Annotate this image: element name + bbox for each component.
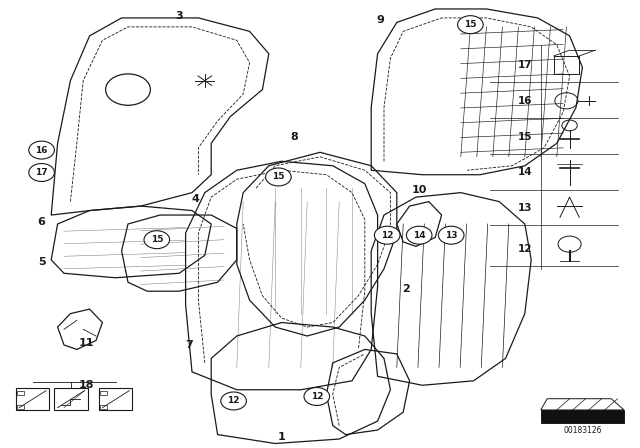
Circle shape xyxy=(144,231,170,249)
Text: 2: 2 xyxy=(403,284,410,294)
Text: 17: 17 xyxy=(518,60,532,70)
Text: 14: 14 xyxy=(518,168,532,177)
Text: 8: 8 xyxy=(291,132,298,142)
Text: 6: 6 xyxy=(38,217,45,227)
Text: 00183126: 00183126 xyxy=(563,426,602,435)
Text: 15: 15 xyxy=(464,20,477,29)
Text: 17: 17 xyxy=(35,168,48,177)
Text: 14: 14 xyxy=(413,231,426,240)
Text: 7: 7 xyxy=(185,340,193,350)
Text: 15: 15 xyxy=(150,235,163,244)
Circle shape xyxy=(29,141,54,159)
Text: 5: 5 xyxy=(38,257,45,267)
Text: 11: 11 xyxy=(79,338,94,348)
Text: 16: 16 xyxy=(35,146,48,155)
Text: 18: 18 xyxy=(79,380,94,390)
Circle shape xyxy=(374,226,400,244)
Circle shape xyxy=(221,392,246,410)
Text: 13: 13 xyxy=(445,231,458,240)
Text: 12: 12 xyxy=(310,392,323,401)
Text: 10: 10 xyxy=(412,185,427,195)
Circle shape xyxy=(29,164,54,181)
Circle shape xyxy=(266,168,291,186)
Circle shape xyxy=(304,388,330,405)
Circle shape xyxy=(458,16,483,34)
Circle shape xyxy=(438,226,464,244)
Polygon shape xyxy=(541,410,624,423)
Text: 12: 12 xyxy=(381,231,394,240)
Text: 15: 15 xyxy=(272,172,285,181)
Text: 4: 4 xyxy=(191,194,199,204)
Circle shape xyxy=(406,226,432,244)
Text: 12: 12 xyxy=(518,244,532,254)
Text: 3: 3 xyxy=(175,11,183,21)
Text: 15: 15 xyxy=(518,132,532,142)
Text: 9: 9 xyxy=(377,15,385,25)
Text: 12: 12 xyxy=(227,396,240,405)
Text: 13: 13 xyxy=(518,203,532,213)
Text: 16: 16 xyxy=(518,96,532,106)
Text: 1: 1 xyxy=(278,432,285,442)
